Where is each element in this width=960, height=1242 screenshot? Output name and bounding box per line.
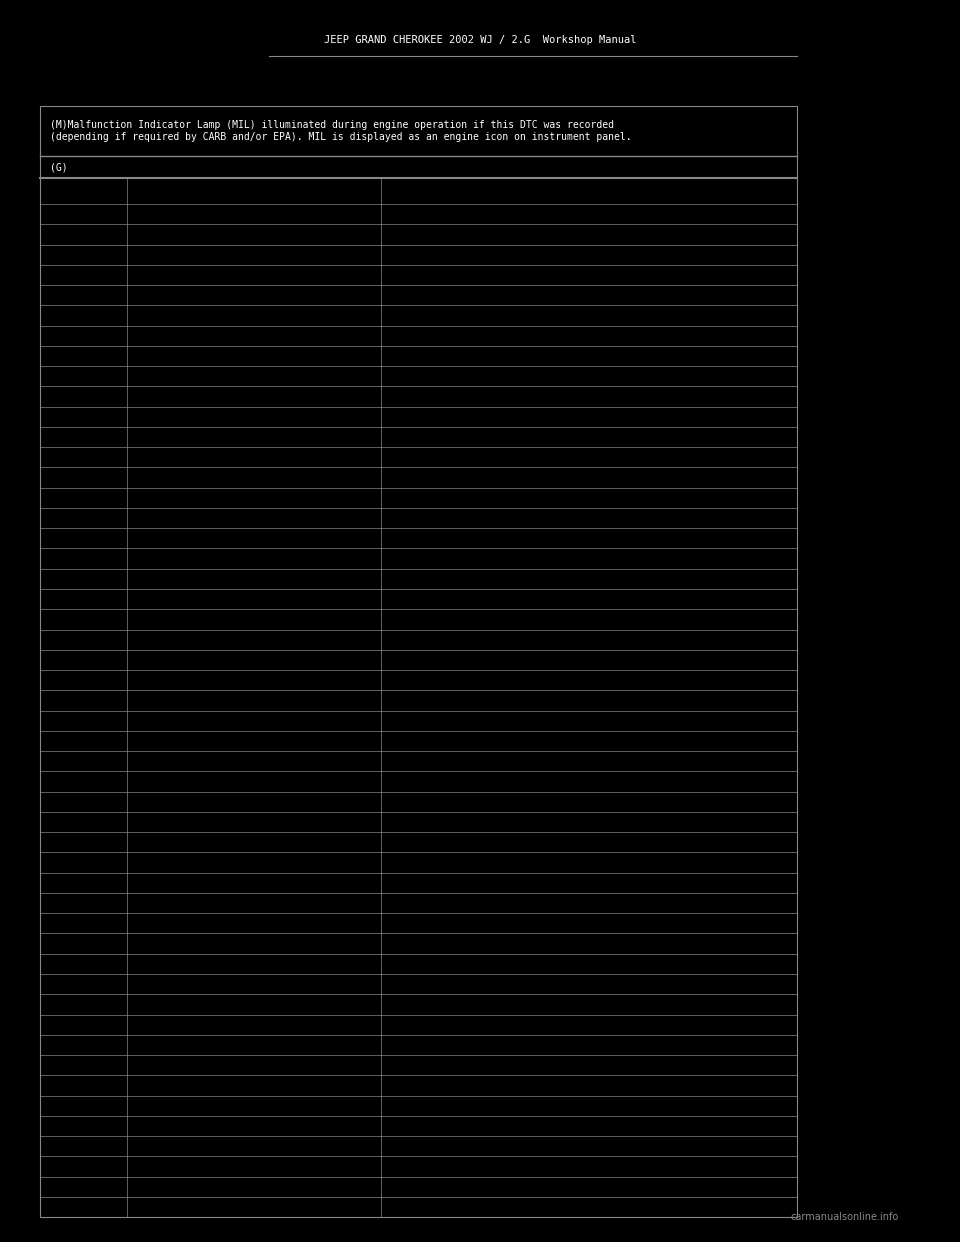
Text: carmanualsonline.info: carmanualsonline.info (791, 1212, 899, 1222)
Text: JEEP GRAND CHEROKEE 2002 WJ / 2.G  Workshop Manual: JEEP GRAND CHEROKEE 2002 WJ / 2.G Worksh… (324, 35, 636, 45)
Text: (M)Malfunction Indicator Lamp (MIL) illuminated during engine operation if this : (M)Malfunction Indicator Lamp (MIL) illu… (50, 120, 632, 142)
Text: (G): (G) (50, 163, 67, 173)
Bar (40, 106, 797, 1217)
